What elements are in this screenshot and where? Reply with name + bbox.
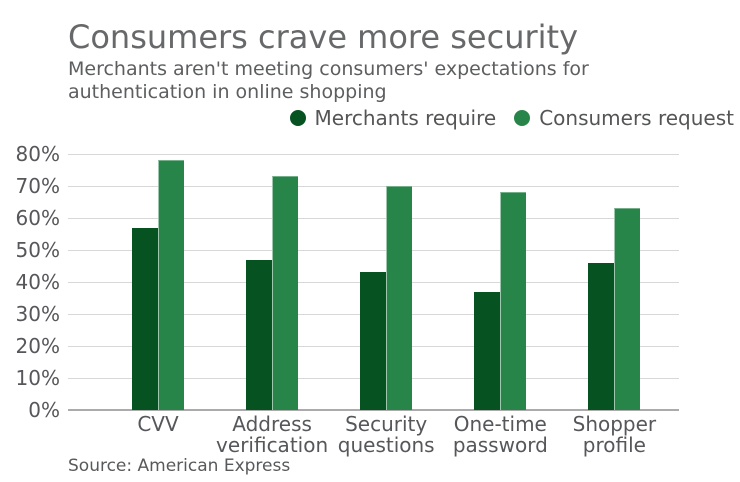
bar-consumers-request-1 [272,176,299,410]
legend-item-consumers-request: Consumers request [514,106,734,130]
y-axis-tick-label: 30% [15,302,60,326]
bar-consumers-request-2 [386,186,413,410]
y-axis-tick-label: 40% [15,270,60,294]
legend-label-consumers-request: Consumers request [539,106,734,130]
y-axis-tick-label: 70% [15,174,60,198]
y-axis-tick-label: 20% [15,334,60,358]
y-axis-tick-label: 0% [28,398,60,422]
bar-merchants-require-3 [474,291,501,410]
bar-merchants-require-0 [132,227,158,410]
chart-title: Consumers crave more security [68,18,578,56]
gridline-50 [68,250,679,251]
bar-merchants-require-1 [246,259,273,410]
legend-label-merchants-require: Merchants require [314,106,497,130]
bar-consumers-request-3 [500,192,527,410]
consumers-request-dot-icon [514,110,531,126]
y-axis-tick-label: 10% [15,366,60,390]
merchants-require-dot-icon [289,110,306,126]
bar-consumers-request-0 [158,160,184,410]
gridline-80 [68,154,679,155]
x-axis-line [68,409,679,411]
y-axis-tick-label: 80% [15,142,60,166]
gridline-60 [68,218,679,219]
legend: Merchants require Consumers request [289,104,734,132]
source-note: Source: American Express [68,456,291,476]
bar-consumers-request-4 [614,208,641,410]
y-axis-tick-label: 60% [15,206,60,230]
chart-subtitle: Merchants aren't meeting consumers' expe… [68,58,589,103]
bar-merchants-require-2 [360,272,387,410]
legend-item-merchants-require: Merchants require [289,106,497,130]
x-axis-category-label: Shopper profile [572,412,657,457]
y-axis-tick-label: 50% [15,238,60,262]
bar-merchants-require-4 [588,262,615,410]
gridline-70 [68,186,679,187]
x-axis-category-label: Address verification [216,412,329,457]
x-axis-category-label: CVV [137,412,179,436]
x-axis-category-label: Security questions [337,412,435,457]
x-axis-category-label: One-time password [452,412,548,457]
plot-area [68,154,679,411]
